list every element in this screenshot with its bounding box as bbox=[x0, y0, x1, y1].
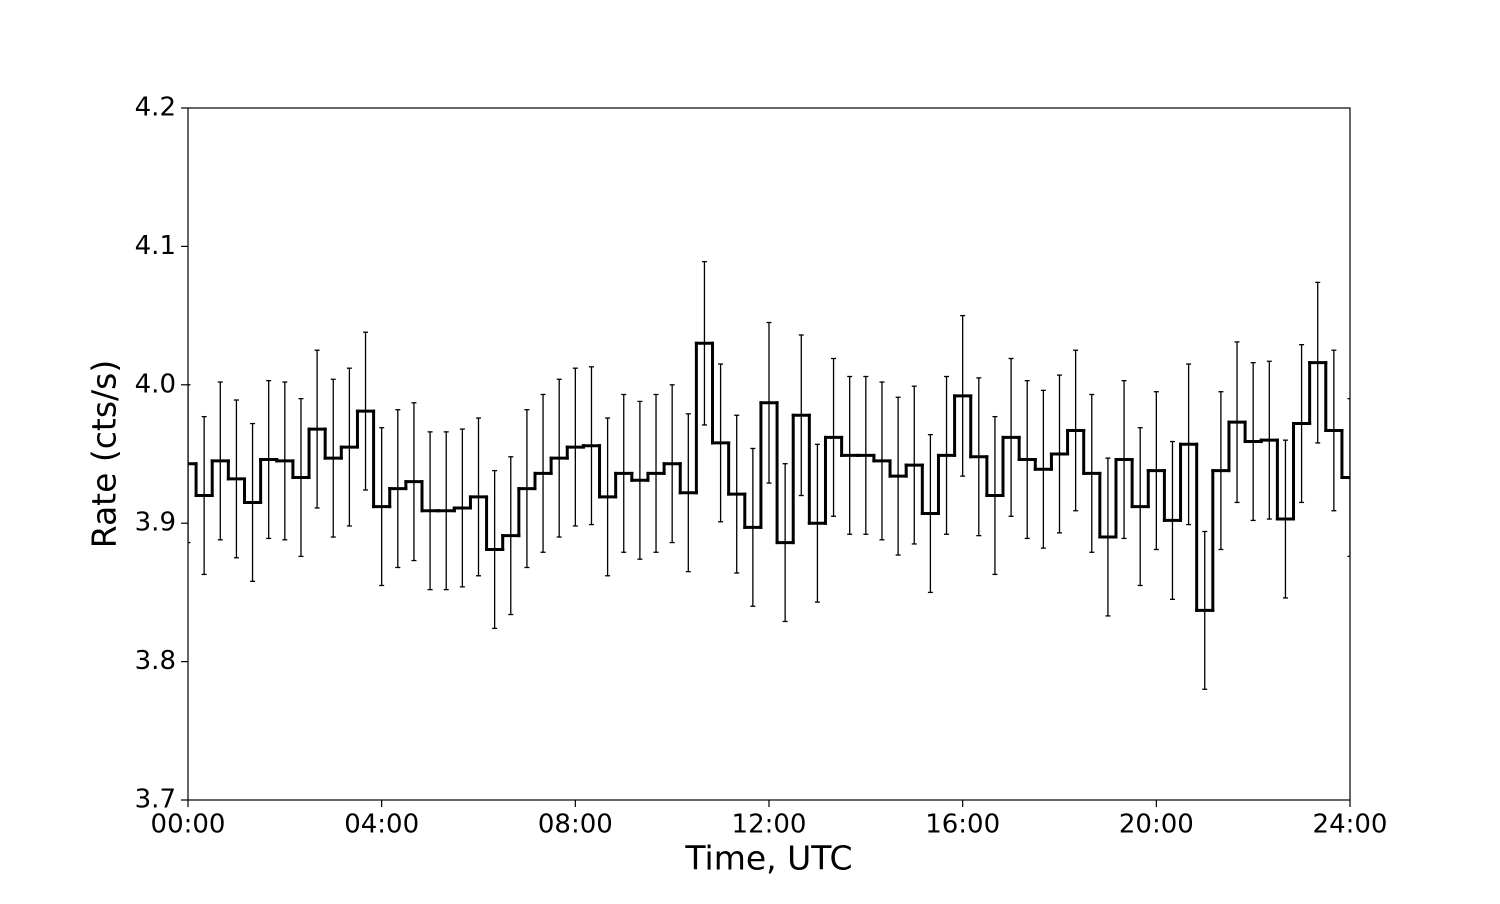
x-axis-label: Time, UTC bbox=[684, 839, 852, 878]
x-tick-label: 24:00 bbox=[1313, 810, 1388, 840]
y-tick-label: 4.2 bbox=[135, 93, 176, 123]
x-tick-label: 00:00 bbox=[151, 810, 226, 840]
y-tick-label: 4.1 bbox=[135, 231, 176, 261]
x-tick-label: 16:00 bbox=[925, 810, 1000, 840]
x-tick-label: 08:00 bbox=[538, 810, 613, 840]
y-tick-label: 3.9 bbox=[135, 508, 176, 538]
y-axis-label: Rate (cts/s) bbox=[85, 360, 124, 549]
y-tick-label: 3.7 bbox=[135, 785, 176, 815]
x-tick-label: 20:00 bbox=[1119, 810, 1194, 840]
y-tick-label: 4.0 bbox=[135, 369, 176, 399]
plot-area bbox=[188, 260, 1350, 690]
x-tick-label: 04:00 bbox=[344, 810, 419, 840]
y-tick-label: 3.8 bbox=[135, 646, 176, 676]
x-tick-label: 12:00 bbox=[732, 810, 807, 840]
